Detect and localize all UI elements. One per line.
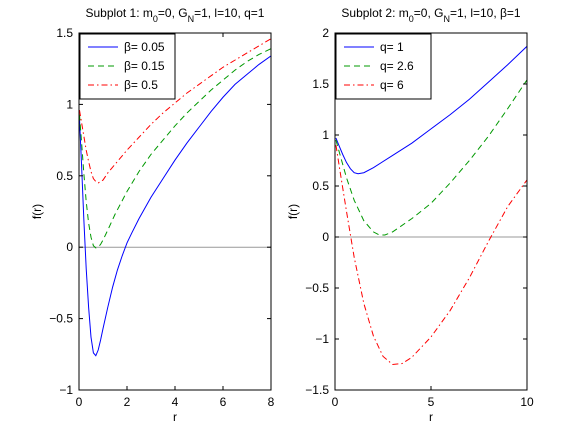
y-tick-label: −1: [315, 332, 329, 346]
legend-label-2: q= 2.6: [380, 59, 414, 73]
x-tick-label: 6: [220, 395, 227, 409]
x-axis-label: r: [429, 410, 433, 424]
y-tick-label: 1: [66, 97, 73, 111]
x-tick-label: 10: [520, 395, 534, 409]
x-tick-label: 2: [124, 395, 131, 409]
y-tick-label: 1.5: [312, 77, 329, 91]
series-line-2: [79, 48, 271, 249]
x-tick-label: 0: [332, 395, 339, 409]
chart-title: Subplot 2: m0=0, GN=1, l=10, β=1: [341, 6, 521, 24]
series-line-1: [79, 55, 271, 357]
series-line-1: [335, 45, 527, 175]
series-line-3: [79, 38, 271, 184]
y-tick-label: −0.5: [49, 312, 73, 326]
x-tick-label: 4: [172, 395, 179, 409]
y-tick-label: 1: [322, 128, 329, 142]
y-tick-label: 0.5: [312, 179, 329, 193]
chart-title: Subplot 1: m0=0, GN=1, l=10, q=1: [86, 6, 265, 24]
legend: q= 1 q= 2.6 q= 6: [335, 33, 432, 100]
series-line-2: [335, 79, 527, 236]
legend-label-1: β= 0.05: [124, 40, 165, 54]
y-tick-label: 1.5: [56, 26, 73, 40]
subplot-2: 0 5 10 −1.5 −1 −0.5 0 0.5 1 1.5 2 r f(r) Subplot 2: m…: [286, 6, 534, 424]
legend: β= 0.05 β= 0.15 β= 0.5: [79, 33, 176, 100]
y-axis-label: f(r): [30, 204, 44, 219]
x-tick-label: 8: [268, 395, 275, 409]
x-tick-label: 0: [76, 395, 83, 409]
subplot-1: 0 2 4 6 8 −1 −0.5 0 0.5 1 1.5 r f(r) Subplot 1: m0=0,…: [30, 6, 275, 424]
legend-box: [79, 33, 176, 100]
legend-label-2: β= 0.15: [124, 59, 165, 73]
legend-label-3: q= 6: [380, 78, 404, 92]
y-axis-label: f(r): [286, 204, 300, 219]
y-tick-label: −1: [59, 383, 73, 397]
y-tick-label: 0.5: [56, 169, 73, 183]
legend-label-1: q= 1: [380, 40, 404, 54]
legend-label-3: β= 0.5: [124, 78, 158, 92]
x-tick-label: 5: [428, 395, 435, 409]
x-axis-label: r: [173, 410, 177, 424]
legend-box: [335, 33, 432, 100]
y-tick-label: 2: [322, 26, 329, 40]
y-tick-label: 0: [66, 240, 73, 254]
y-tick-label: 0: [322, 230, 329, 244]
y-tick-label: −0.5: [305, 281, 329, 295]
series-line-3: [335, 145, 527, 366]
y-tick-label: −1.5: [305, 383, 329, 397]
